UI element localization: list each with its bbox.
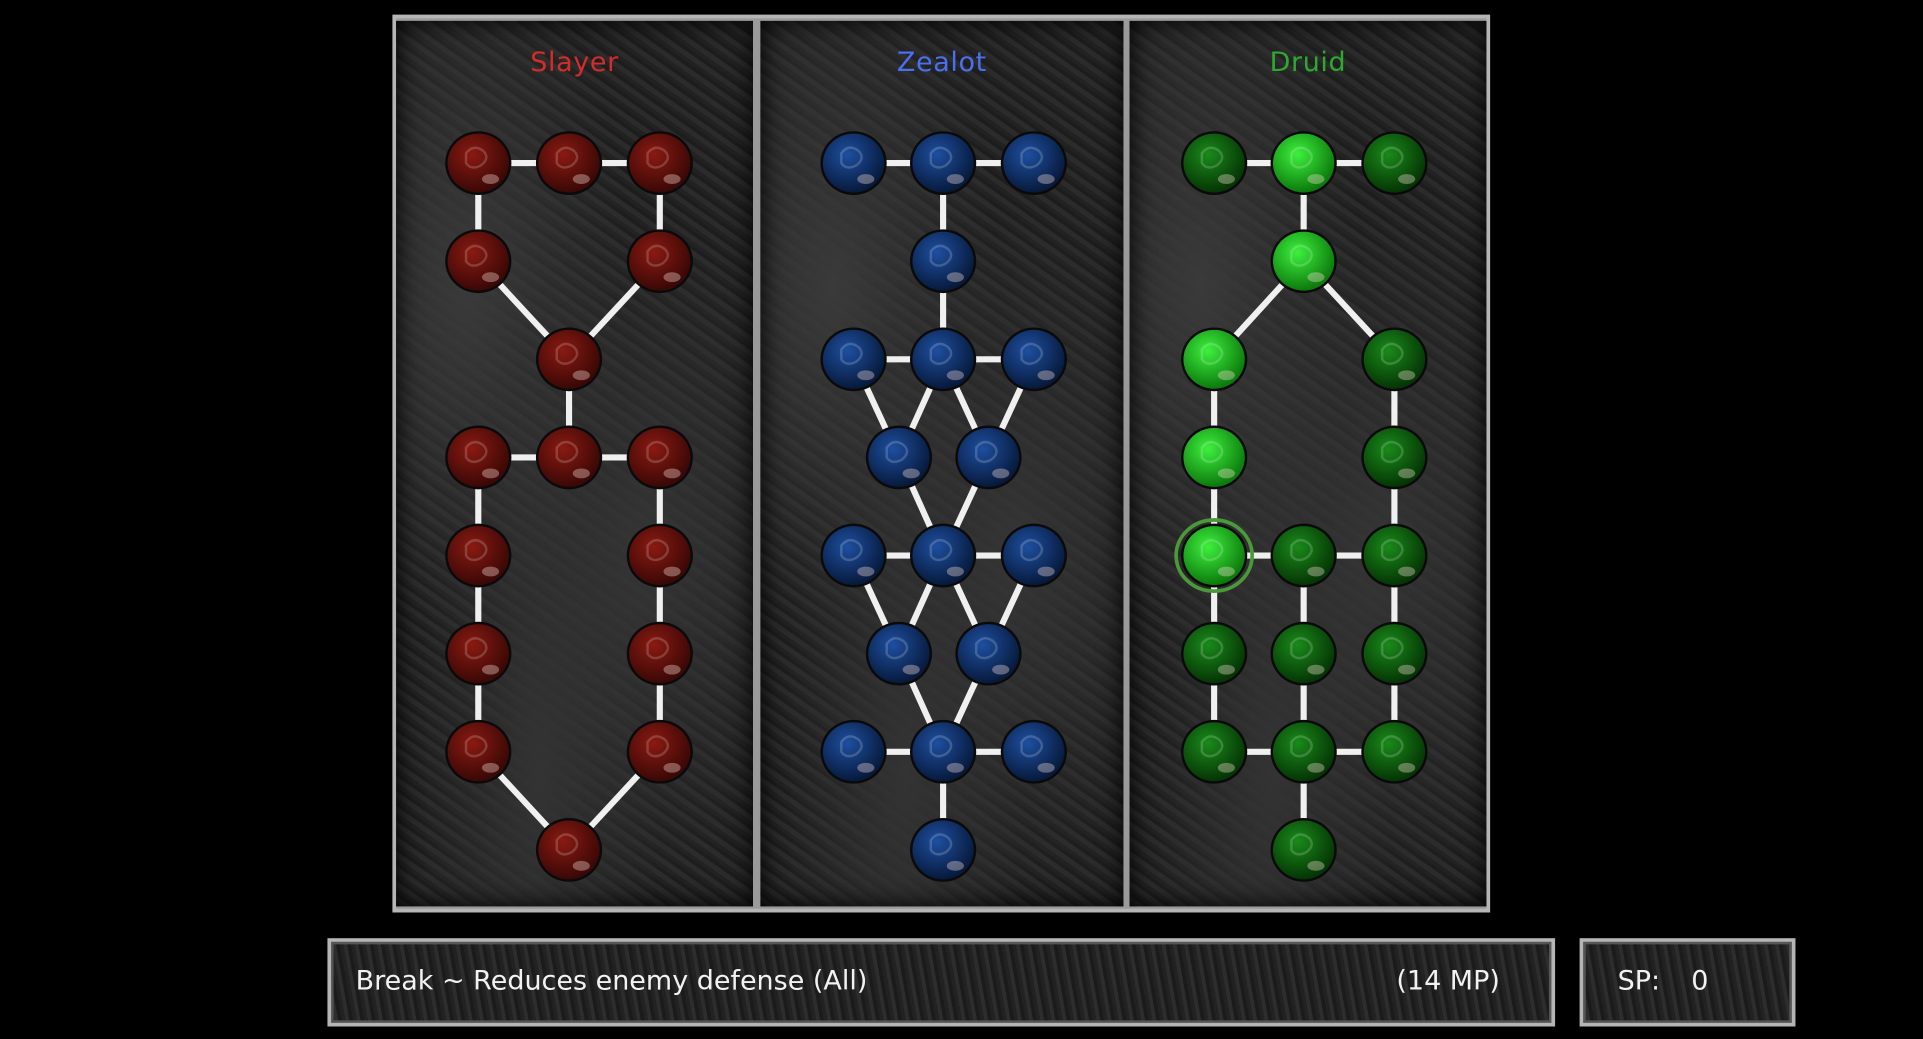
skill-tree-graph (445, 131, 693, 882)
skill-node-green-unlocked[interactable] (1181, 327, 1248, 392)
sp-label: SP: (1617, 966, 1661, 998)
skill-points-box: SP: 0 (1579, 938, 1796, 1027)
skill-node-blue-locked[interactable] (909, 523, 977, 588)
skill-node-red-locked[interactable] (535, 425, 603, 490)
skill-node-blue-locked[interactable] (1000, 523, 1067, 588)
tree-title: Druid (1269, 47, 1347, 79)
tree-panel-zealot: Zealot (760, 20, 1124, 907)
skill-node-green-unlocked-selected[interactable] (1174, 518, 1254, 593)
skill-node-green-locked[interactable] (1361, 621, 1428, 686)
skill-node-red-locked[interactable] (535, 327, 603, 392)
skill-node-blue-locked[interactable] (820, 719, 887, 784)
skill-node-red-locked[interactable] (626, 229, 693, 294)
skill-node-green-unlocked[interactable] (1270, 131, 1337, 195)
skill-node-green-unlocked[interactable] (1181, 425, 1248, 490)
tree-title: Zealot (896, 47, 987, 79)
skill-node-red-locked[interactable] (535, 131, 603, 195)
skill-node-green-locked[interactable] (1361, 719, 1428, 784)
skill-node-green-locked[interactable] (1181, 719, 1248, 784)
skill-node-red-locked[interactable] (626, 523, 693, 588)
skill-node-blue-locked[interactable] (955, 621, 1022, 686)
skill-node-blue-locked[interactable] (909, 327, 977, 392)
skill-node-blue-locked[interactable] (955, 425, 1022, 490)
skill-node-green-unlocked[interactable] (1270, 229, 1337, 294)
skill-node-blue-locked[interactable] (820, 327, 887, 392)
skill-node-green-locked[interactable] (1270, 719, 1337, 784)
tree-panel-slayer: Slayer (396, 20, 754, 907)
skill-cost: (14 MP) (1396, 966, 1500, 998)
skill-node-green-locked[interactable] (1181, 131, 1248, 195)
skill-node-red-locked[interactable] (626, 425, 693, 490)
skill-node-red-locked[interactable] (626, 719, 693, 784)
skill-node-blue-locked[interactable] (1000, 131, 1067, 195)
skill-node-red-locked[interactable] (626, 621, 693, 686)
skill-node-red-locked[interactable] (445, 621, 512, 686)
skill-node-blue-locked[interactable] (909, 719, 977, 784)
skill-node-blue-locked[interactable] (820, 523, 887, 588)
skill-description-box: Break ~ Reduces enemy defense (All) (14 … (327, 938, 1556, 1027)
skill-node-green-locked[interactable] (1181, 621, 1248, 686)
skill-trees-frame: Slayer (392, 14, 1491, 913)
skill-node-green-locked[interactable] (1270, 621, 1337, 686)
tree-title: Slayer (530, 47, 619, 79)
skill-node-blue-locked[interactable] (909, 818, 977, 882)
skill-node-red-locked[interactable] (445, 523, 512, 588)
skill-node-green-locked[interactable] (1361, 425, 1428, 490)
skill-node-red-locked[interactable] (445, 229, 512, 294)
skill-node-green-locked[interactable] (1361, 523, 1428, 588)
skill-node-red-locked[interactable] (535, 818, 603, 882)
skill-node-blue-locked[interactable] (909, 131, 977, 195)
skill-node-red-locked[interactable] (626, 131, 693, 195)
skill-node-blue-locked[interactable] (865, 425, 933, 490)
skill-node-green-locked[interactable] (1361, 131, 1428, 195)
skill-node-blue-locked[interactable] (820, 131, 887, 195)
skill-node-green-locked[interactable] (1270, 523, 1337, 588)
skill-node-blue-locked[interactable] (909, 229, 977, 294)
skill-node-green-locked[interactable] (1270, 818, 1337, 882)
skill-node-blue-locked[interactable] (1000, 719, 1067, 784)
skill-description: Break ~ Reduces enemy defense (All) (355, 966, 868, 998)
sp-value: 0 (1691, 966, 1709, 998)
skill-node-blue-locked[interactable] (865, 621, 933, 686)
tree-panel-druid: Druid (1129, 20, 1487, 907)
skill-node-green-locked[interactable] (1361, 327, 1428, 392)
skill-node-red-locked[interactable] (445, 425, 512, 490)
skill-node-red-locked[interactable] (445, 719, 512, 784)
skill-node-red-locked[interactable] (445, 131, 512, 195)
skill-node-blue-locked[interactable] (1000, 327, 1067, 392)
skill-tree-graph (820, 131, 1067, 882)
skill-tree-graph (1174, 131, 1428, 882)
